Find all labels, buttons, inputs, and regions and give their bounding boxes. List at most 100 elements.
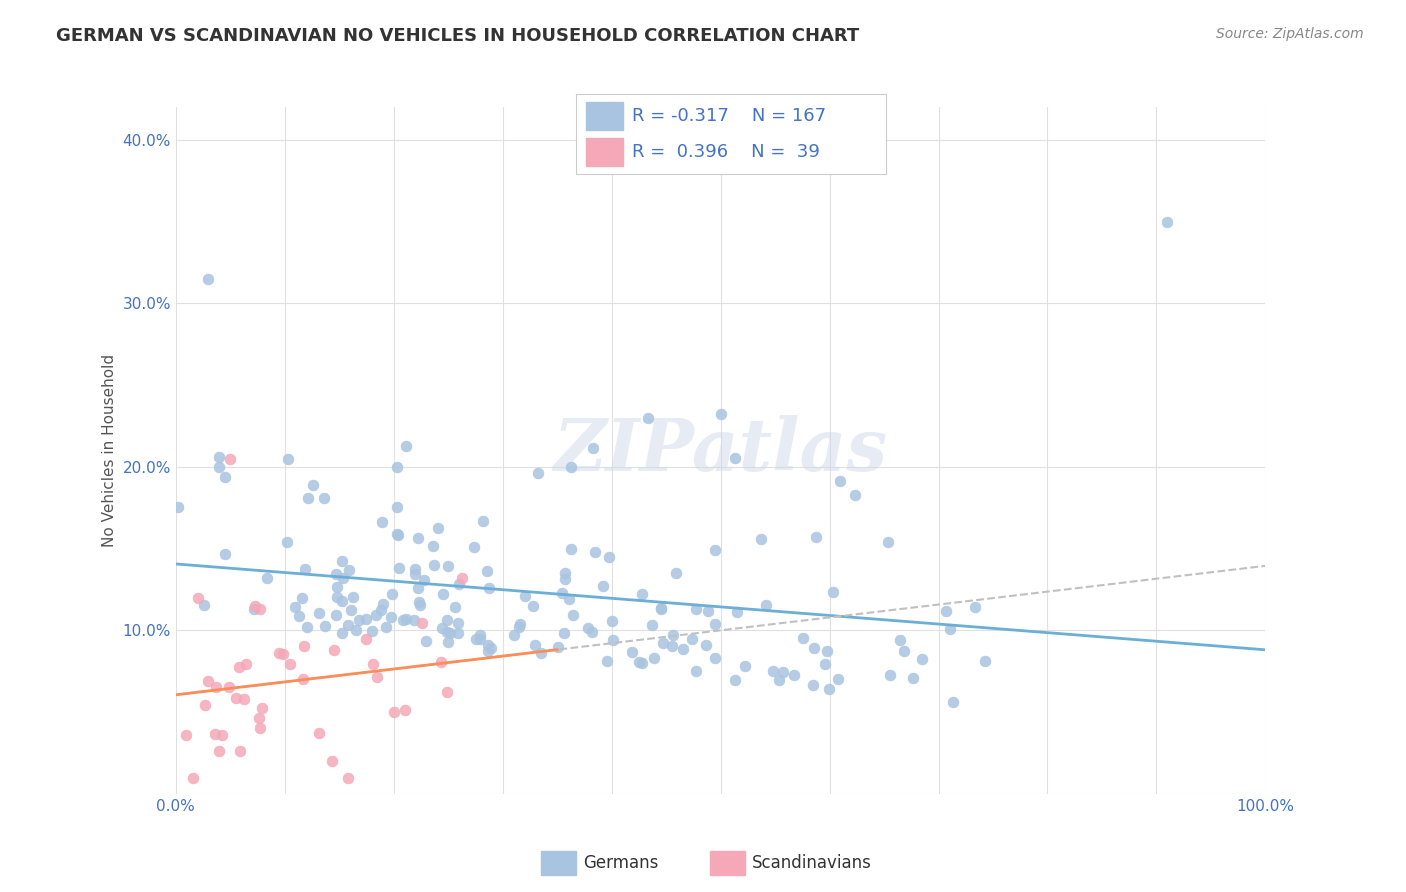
Point (332, 594, 354, 608)
Point (409, 599, 432, 613)
Point (276, 534, 298, 549)
Bar (586, 137, 623, 166)
Point (243, 599, 266, 613)
Point (806, 530, 828, 544)
Text: ZIPatlas: ZIPatlas (554, 415, 887, 486)
Point (342, 591, 364, 605)
Point (364, 608, 387, 623)
Point (685, 664, 707, 678)
Point (392, 613, 415, 627)
Point (697, 604, 720, 618)
Point (427, 521, 450, 535)
Point (471, 514, 494, 528)
Point (347, 613, 370, 627)
Point (935, 604, 957, 618)
Point (942, 696, 965, 710)
Point (297, 491, 319, 506)
Point (382, 705, 405, 719)
Point (551, 585, 574, 599)
Point (167, 500, 190, 514)
Point (375, 619, 398, 633)
Point (337, 563, 360, 577)
Point (443, 600, 465, 615)
Point (415, 634, 437, 648)
Bar (586, 102, 623, 129)
Point (889, 633, 911, 648)
Point (208, 459, 231, 474)
Point (366, 670, 388, 684)
Point (308, 607, 330, 621)
Point (314, 491, 336, 505)
Point (830, 474, 852, 488)
Point (271, 648, 294, 662)
Point (522, 599, 544, 614)
Point (404, 613, 426, 627)
Point (208, 744, 231, 758)
Point (208, 450, 231, 464)
Point (583, 545, 606, 559)
Point (302, 477, 325, 491)
Point (249, 602, 271, 616)
Point (413, 573, 436, 587)
Point (526, 467, 548, 481)
Point (704, 617, 727, 632)
Point (330, 626, 353, 640)
Point (214, 469, 236, 483)
Point (380, 610, 402, 624)
Point (755, 598, 778, 612)
Point (436, 625, 458, 640)
Point (437, 559, 460, 574)
Point (725, 605, 748, 619)
Point (560, 460, 582, 475)
Point (554, 573, 576, 587)
Point (371, 597, 394, 611)
Point (974, 654, 997, 668)
Point (430, 621, 453, 635)
Point (695, 639, 717, 653)
Point (381, 587, 404, 601)
Point (641, 618, 664, 632)
Point (911, 651, 934, 665)
Point (803, 640, 825, 655)
Point (602, 633, 624, 648)
Point (1156, 214, 1178, 228)
Point (292, 639, 315, 653)
Point (211, 728, 233, 742)
Point (243, 602, 266, 616)
Point (387, 526, 409, 541)
Point (404, 562, 426, 576)
Point (330, 554, 353, 568)
Point (661, 628, 683, 642)
Point (582, 441, 605, 455)
Text: Germans: Germans (583, 854, 659, 872)
Point (287, 609, 309, 624)
Point (782, 668, 804, 682)
Point (423, 558, 446, 573)
Point (650, 601, 672, 615)
Point (817, 681, 839, 696)
Point (284, 599, 307, 614)
Point (326, 590, 349, 604)
Point (661, 639, 683, 653)
Point (385, 459, 408, 474)
Point (620, 645, 643, 659)
Point (558, 592, 581, 607)
Point (524, 638, 547, 652)
Point (547, 640, 569, 655)
Point (630, 587, 652, 601)
Point (247, 711, 270, 725)
Point (437, 635, 460, 649)
Point (249, 721, 271, 735)
Point (596, 654, 619, 668)
Point (186, 591, 209, 605)
Point (671, 641, 693, 656)
Point (439, 625, 461, 640)
Point (477, 643, 499, 657)
Point (176, 728, 198, 742)
Point (406, 531, 429, 545)
Point (436, 614, 458, 628)
Point (280, 657, 302, 672)
Point (814, 657, 837, 671)
Point (772, 665, 794, 679)
Point (710, 408, 733, 422)
